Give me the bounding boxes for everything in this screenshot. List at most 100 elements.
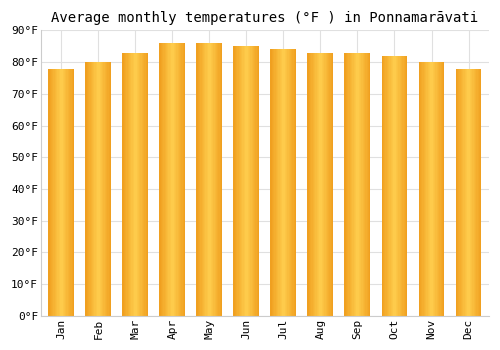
Bar xyxy=(286,49,288,316)
Bar xyxy=(326,52,327,316)
Bar xyxy=(180,43,182,316)
Bar xyxy=(60,69,62,316)
Bar xyxy=(221,43,222,316)
Bar xyxy=(308,52,309,316)
Bar xyxy=(88,62,89,316)
Bar xyxy=(282,49,284,316)
Bar xyxy=(420,62,421,316)
Bar xyxy=(86,62,88,316)
Bar xyxy=(50,69,51,316)
Bar xyxy=(132,52,134,316)
Bar xyxy=(64,69,65,316)
Bar xyxy=(479,69,480,316)
Bar xyxy=(203,43,204,316)
Bar xyxy=(369,52,370,316)
Bar xyxy=(144,52,146,316)
Bar xyxy=(405,56,406,316)
Bar xyxy=(129,52,130,316)
Bar xyxy=(309,52,310,316)
Bar xyxy=(110,62,111,316)
Bar xyxy=(365,52,366,316)
Bar xyxy=(198,43,199,316)
Bar xyxy=(130,52,132,316)
Bar xyxy=(295,49,296,316)
Bar xyxy=(213,43,214,316)
Bar xyxy=(108,62,110,316)
Bar xyxy=(126,52,128,316)
Bar xyxy=(214,43,216,316)
Bar xyxy=(252,46,253,316)
Bar xyxy=(401,56,402,316)
Bar xyxy=(368,52,369,316)
Bar xyxy=(422,62,424,316)
Bar xyxy=(472,69,474,316)
Bar xyxy=(106,62,108,316)
Bar xyxy=(364,52,365,316)
Bar xyxy=(242,46,244,316)
Bar xyxy=(65,69,66,316)
Bar xyxy=(478,69,479,316)
Bar xyxy=(277,49,278,316)
Bar xyxy=(142,52,143,316)
Bar xyxy=(179,43,180,316)
Bar xyxy=(170,43,171,316)
Bar xyxy=(246,46,248,316)
Title: Average monthly temperatures (°F ) in Ponnamarāvati: Average monthly temperatures (°F ) in Po… xyxy=(52,11,478,25)
Bar xyxy=(476,69,478,316)
Bar xyxy=(332,52,334,316)
Bar xyxy=(52,69,54,316)
Bar xyxy=(421,62,422,316)
Bar xyxy=(204,43,206,316)
Bar xyxy=(236,46,238,316)
Bar xyxy=(318,52,319,316)
Bar xyxy=(134,52,136,316)
Bar xyxy=(196,43,198,316)
Bar xyxy=(249,46,250,316)
Bar xyxy=(254,46,256,316)
Bar xyxy=(315,52,316,316)
Bar xyxy=(471,69,472,316)
Bar xyxy=(434,62,436,316)
Bar xyxy=(178,43,179,316)
Bar xyxy=(256,46,258,316)
Bar xyxy=(101,62,102,316)
Bar xyxy=(258,46,260,316)
Bar xyxy=(143,52,144,316)
Bar xyxy=(96,62,97,316)
Bar xyxy=(393,56,394,316)
Bar xyxy=(461,69,462,316)
Bar xyxy=(322,52,323,316)
Bar xyxy=(480,69,482,316)
Bar xyxy=(291,49,292,316)
Bar xyxy=(312,52,314,316)
Bar xyxy=(280,49,281,316)
Bar xyxy=(356,52,358,316)
Bar xyxy=(72,69,73,316)
Bar xyxy=(466,69,467,316)
Bar xyxy=(436,62,438,316)
Bar xyxy=(426,62,428,316)
Bar xyxy=(70,69,72,316)
Bar xyxy=(128,52,129,316)
Bar xyxy=(206,43,207,316)
Bar xyxy=(425,62,426,316)
Bar xyxy=(355,52,356,316)
Bar xyxy=(290,49,291,316)
Bar xyxy=(396,56,397,316)
Bar xyxy=(274,49,276,316)
Bar xyxy=(319,52,320,316)
Bar xyxy=(402,56,404,316)
Bar xyxy=(122,52,124,316)
Bar xyxy=(176,43,178,316)
Bar xyxy=(440,62,442,316)
Bar xyxy=(468,69,470,316)
Bar xyxy=(136,52,138,316)
Bar xyxy=(475,69,476,316)
Bar xyxy=(428,62,429,316)
Bar xyxy=(276,49,277,316)
Bar xyxy=(51,69,52,316)
Bar xyxy=(344,52,346,316)
Bar xyxy=(362,52,364,316)
Bar xyxy=(270,49,272,316)
Bar xyxy=(382,56,383,316)
